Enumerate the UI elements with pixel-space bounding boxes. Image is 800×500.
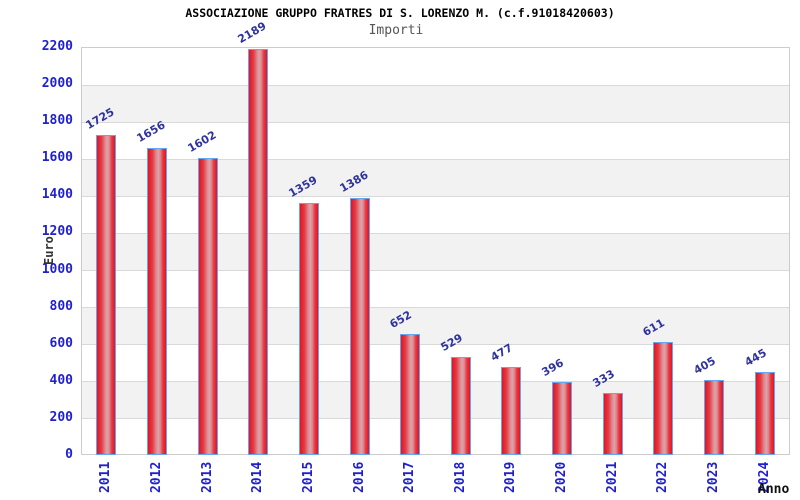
chart-subtitle: Importi	[368, 23, 424, 38]
y-tick-label: 1400	[41, 187, 73, 203]
bar-2022	[653, 341, 674, 455]
bar-2013	[197, 157, 218, 455]
y-tick-label: 800	[49, 298, 73, 314]
x-tick-label: 2018	[452, 461, 468, 493]
x-tick-label: 2013	[199, 461, 215, 493]
bar-2023	[704, 379, 725, 455]
y-tick-label: 400	[49, 372, 73, 388]
x-tick-label: 2019	[503, 461, 519, 493]
bar-2012	[146, 147, 167, 455]
y-tick-label: 2200	[41, 39, 73, 54]
gridline	[82, 418, 789, 420]
bar-2021	[602, 393, 623, 455]
x-tick-label: 2021	[604, 461, 620, 493]
gridline	[82, 381, 789, 383]
x-tick-label: 2023	[706, 461, 722, 493]
bar-2017	[400, 334, 421, 455]
bar-2016	[349, 197, 370, 455]
bar-2019	[501, 366, 522, 455]
y-tick-label: 1800	[41, 113, 73, 129]
chart-title: ASSOCIAZIONE GRUPPO FRATRES DI S. LORENZ…	[185, 6, 615, 20]
y-tick-label: 1600	[41, 150, 73, 166]
y-tick-label: 1000	[41, 261, 73, 277]
x-tick-label: 2014	[250, 461, 266, 493]
bar-2024	[754, 372, 775, 455]
gridline	[82, 307, 789, 309]
x-tick-label: 2016	[351, 461, 367, 493]
x-tick-label: 2020	[554, 461, 570, 493]
x-tick-label: 2022	[655, 461, 671, 493]
gridline	[82, 121, 789, 123]
gridline	[82, 84, 789, 86]
x-axis-title: Anno	[758, 482, 790, 497]
x-tick-label: 2011	[98, 461, 114, 493]
x-tick-label: 2012	[148, 461, 164, 493]
plot-area	[81, 47, 790, 455]
bar-2020	[552, 381, 573, 455]
y-tick-label: 600	[49, 335, 73, 351]
gridline	[82, 270, 789, 272]
gridline	[82, 344, 789, 346]
y-tick-label: 200	[49, 409, 73, 425]
y-tick-label: 1200	[41, 224, 73, 240]
bar-2014	[248, 49, 269, 455]
bar-2011	[96, 135, 117, 455]
bar-2018	[450, 356, 471, 455]
gridline	[82, 232, 789, 234]
gridline	[82, 195, 789, 197]
y-axis-title: Euro	[42, 236, 56, 265]
gridline	[82, 158, 789, 160]
x-tick-label: 2017	[402, 461, 418, 493]
y-tick-label: 2000	[41, 76, 73, 92]
x-tick-label: 2015	[300, 461, 316, 493]
bar-2015	[298, 202, 319, 455]
y-tick-label: 0	[65, 447, 73, 462]
